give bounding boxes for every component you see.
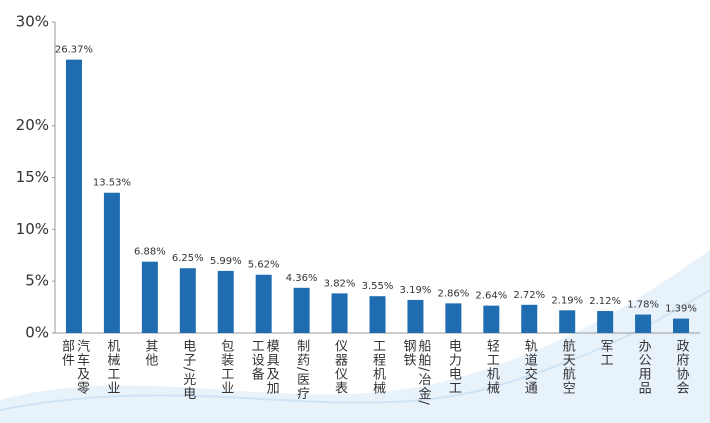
bar <box>217 270 234 333</box>
value-label: 2.12% <box>589 296 621 307</box>
y-tick-label: 10% <box>16 220 49 238</box>
x-tick-label: 政府协会 <box>673 339 689 395</box>
x-tick-label: 仪器仪表 <box>332 339 348 395</box>
x-tick-label: 其他 <box>142 339 158 367</box>
value-label: 3.82% <box>324 278 356 289</box>
bar <box>445 303 462 333</box>
value-label: 5.99% <box>210 256 242 267</box>
bar <box>673 318 690 333</box>
bar <box>483 305 500 333</box>
x-tick-label: 制药/医疗 <box>294 339 310 401</box>
bar <box>293 287 310 333</box>
x-tick-label: 电力电工 <box>445 339 461 395</box>
y-tick-label: 30% <box>16 13 49 31</box>
value-label: 2.64% <box>475 291 507 302</box>
y-tick-label: 20% <box>16 116 49 134</box>
value-label: 5.62% <box>248 260 280 271</box>
value-label: 2.19% <box>551 295 583 306</box>
bar <box>331 293 348 333</box>
value-label: 1.78% <box>627 300 659 311</box>
x-tick-label: 电子/光电 <box>180 339 196 401</box>
x-tick-label: 模具及加工设备 <box>248 339 279 395</box>
y-tick-label: 0% <box>25 324 49 342</box>
x-tick-label: 汽车及零部件 <box>58 339 89 395</box>
value-label: 6.25% <box>172 253 204 264</box>
value-label: 2.86% <box>437 288 469 299</box>
bar <box>255 274 272 333</box>
x-tick-label: 工程机械 <box>370 339 385 395</box>
y-tick-label: 5% <box>25 272 49 290</box>
x-tick-label: 轨道交通 <box>521 339 537 395</box>
bar <box>635 314 652 333</box>
bar <box>103 192 120 333</box>
bar <box>369 296 386 333</box>
bar <box>65 59 82 333</box>
bar <box>179 268 196 333</box>
bar <box>559 310 576 333</box>
value-label: 13.53% <box>93 178 131 189</box>
bar <box>407 299 424 333</box>
x-tick-label: 军工 <box>597 339 613 367</box>
background-wave <box>0 250 710 423</box>
value-label: 3.55% <box>362 281 394 292</box>
value-label: 3.19% <box>400 285 432 296</box>
value-label: 2.72% <box>513 290 545 301</box>
bar <box>141 261 158 333</box>
value-label: 1.39% <box>665 304 697 315</box>
value-label: 4.36% <box>286 273 318 284</box>
value-label: 26.37% <box>55 45 93 56</box>
bar <box>597 311 614 333</box>
x-tick-label: 机械工业 <box>104 339 120 395</box>
x-tick-label: 船舶/冶金/钢铁 <box>400 339 431 406</box>
value-label: 6.88% <box>134 247 166 258</box>
y-tick-label: 15% <box>16 168 49 186</box>
x-tick-label: 航天航空 <box>559 339 575 395</box>
x-tick-label: 包装工业 <box>218 339 234 395</box>
bar <box>521 304 538 333</box>
x-tick-label: 办公用品 <box>635 339 651 395</box>
x-tick-label: 轻工机械 <box>483 339 499 395</box>
